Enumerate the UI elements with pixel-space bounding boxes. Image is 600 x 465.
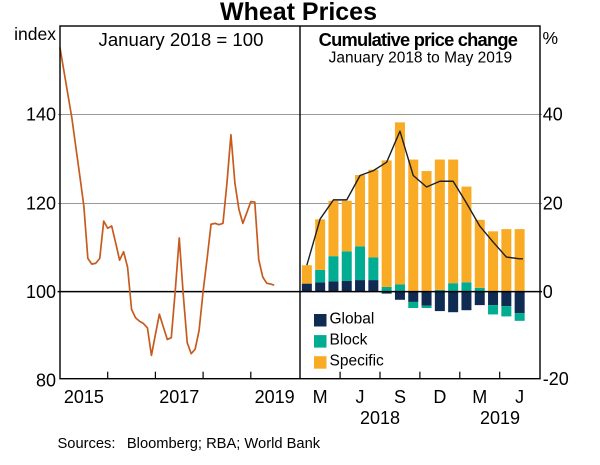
svg-text:Global: Global [330,311,375,328]
svg-text:J: J [515,387,524,407]
svg-text:2018: 2018 [360,408,400,428]
svg-text:-20: -20 [543,369,569,389]
svg-text:Specific: Specific [330,353,385,370]
svg-text:January 2018 = 100: January 2018 = 100 [99,29,264,50]
svg-text:2017: 2017 [159,387,199,407]
svg-text:2015: 2015 [64,387,104,407]
svg-text:Wheat Prices: Wheat Prices [220,0,377,26]
svg-text:100: 100 [26,282,56,302]
svg-text:S: S [394,387,406,407]
svg-text:Sources: Bloomberg; RBA; Worl: Sources: Bloomberg; RBA; World Bank [58,436,321,452]
svg-text:M: M [313,387,328,407]
svg-text:20: 20 [543,193,563,213]
svg-text:0: 0 [543,282,553,302]
svg-text:January 2018 to May 2019: January 2018 to May 2019 [329,50,513,67]
svg-text:D: D [433,387,446,407]
svg-text:140: 140 [26,105,56,125]
svg-text:index: index [14,24,56,44]
svg-text:40: 40 [543,105,563,125]
svg-text:120: 120 [26,193,56,213]
svg-text:Block: Block [330,332,368,349]
svg-text:80: 80 [36,371,56,391]
svg-text:M: M [472,387,487,407]
svg-text:2019: 2019 [480,408,520,428]
svg-text:%: % [543,28,559,48]
svg-text:J: J [356,387,365,407]
svg-text:Cumulative price change: Cumulative price change [319,29,518,50]
svg-text:2019: 2019 [255,387,295,407]
